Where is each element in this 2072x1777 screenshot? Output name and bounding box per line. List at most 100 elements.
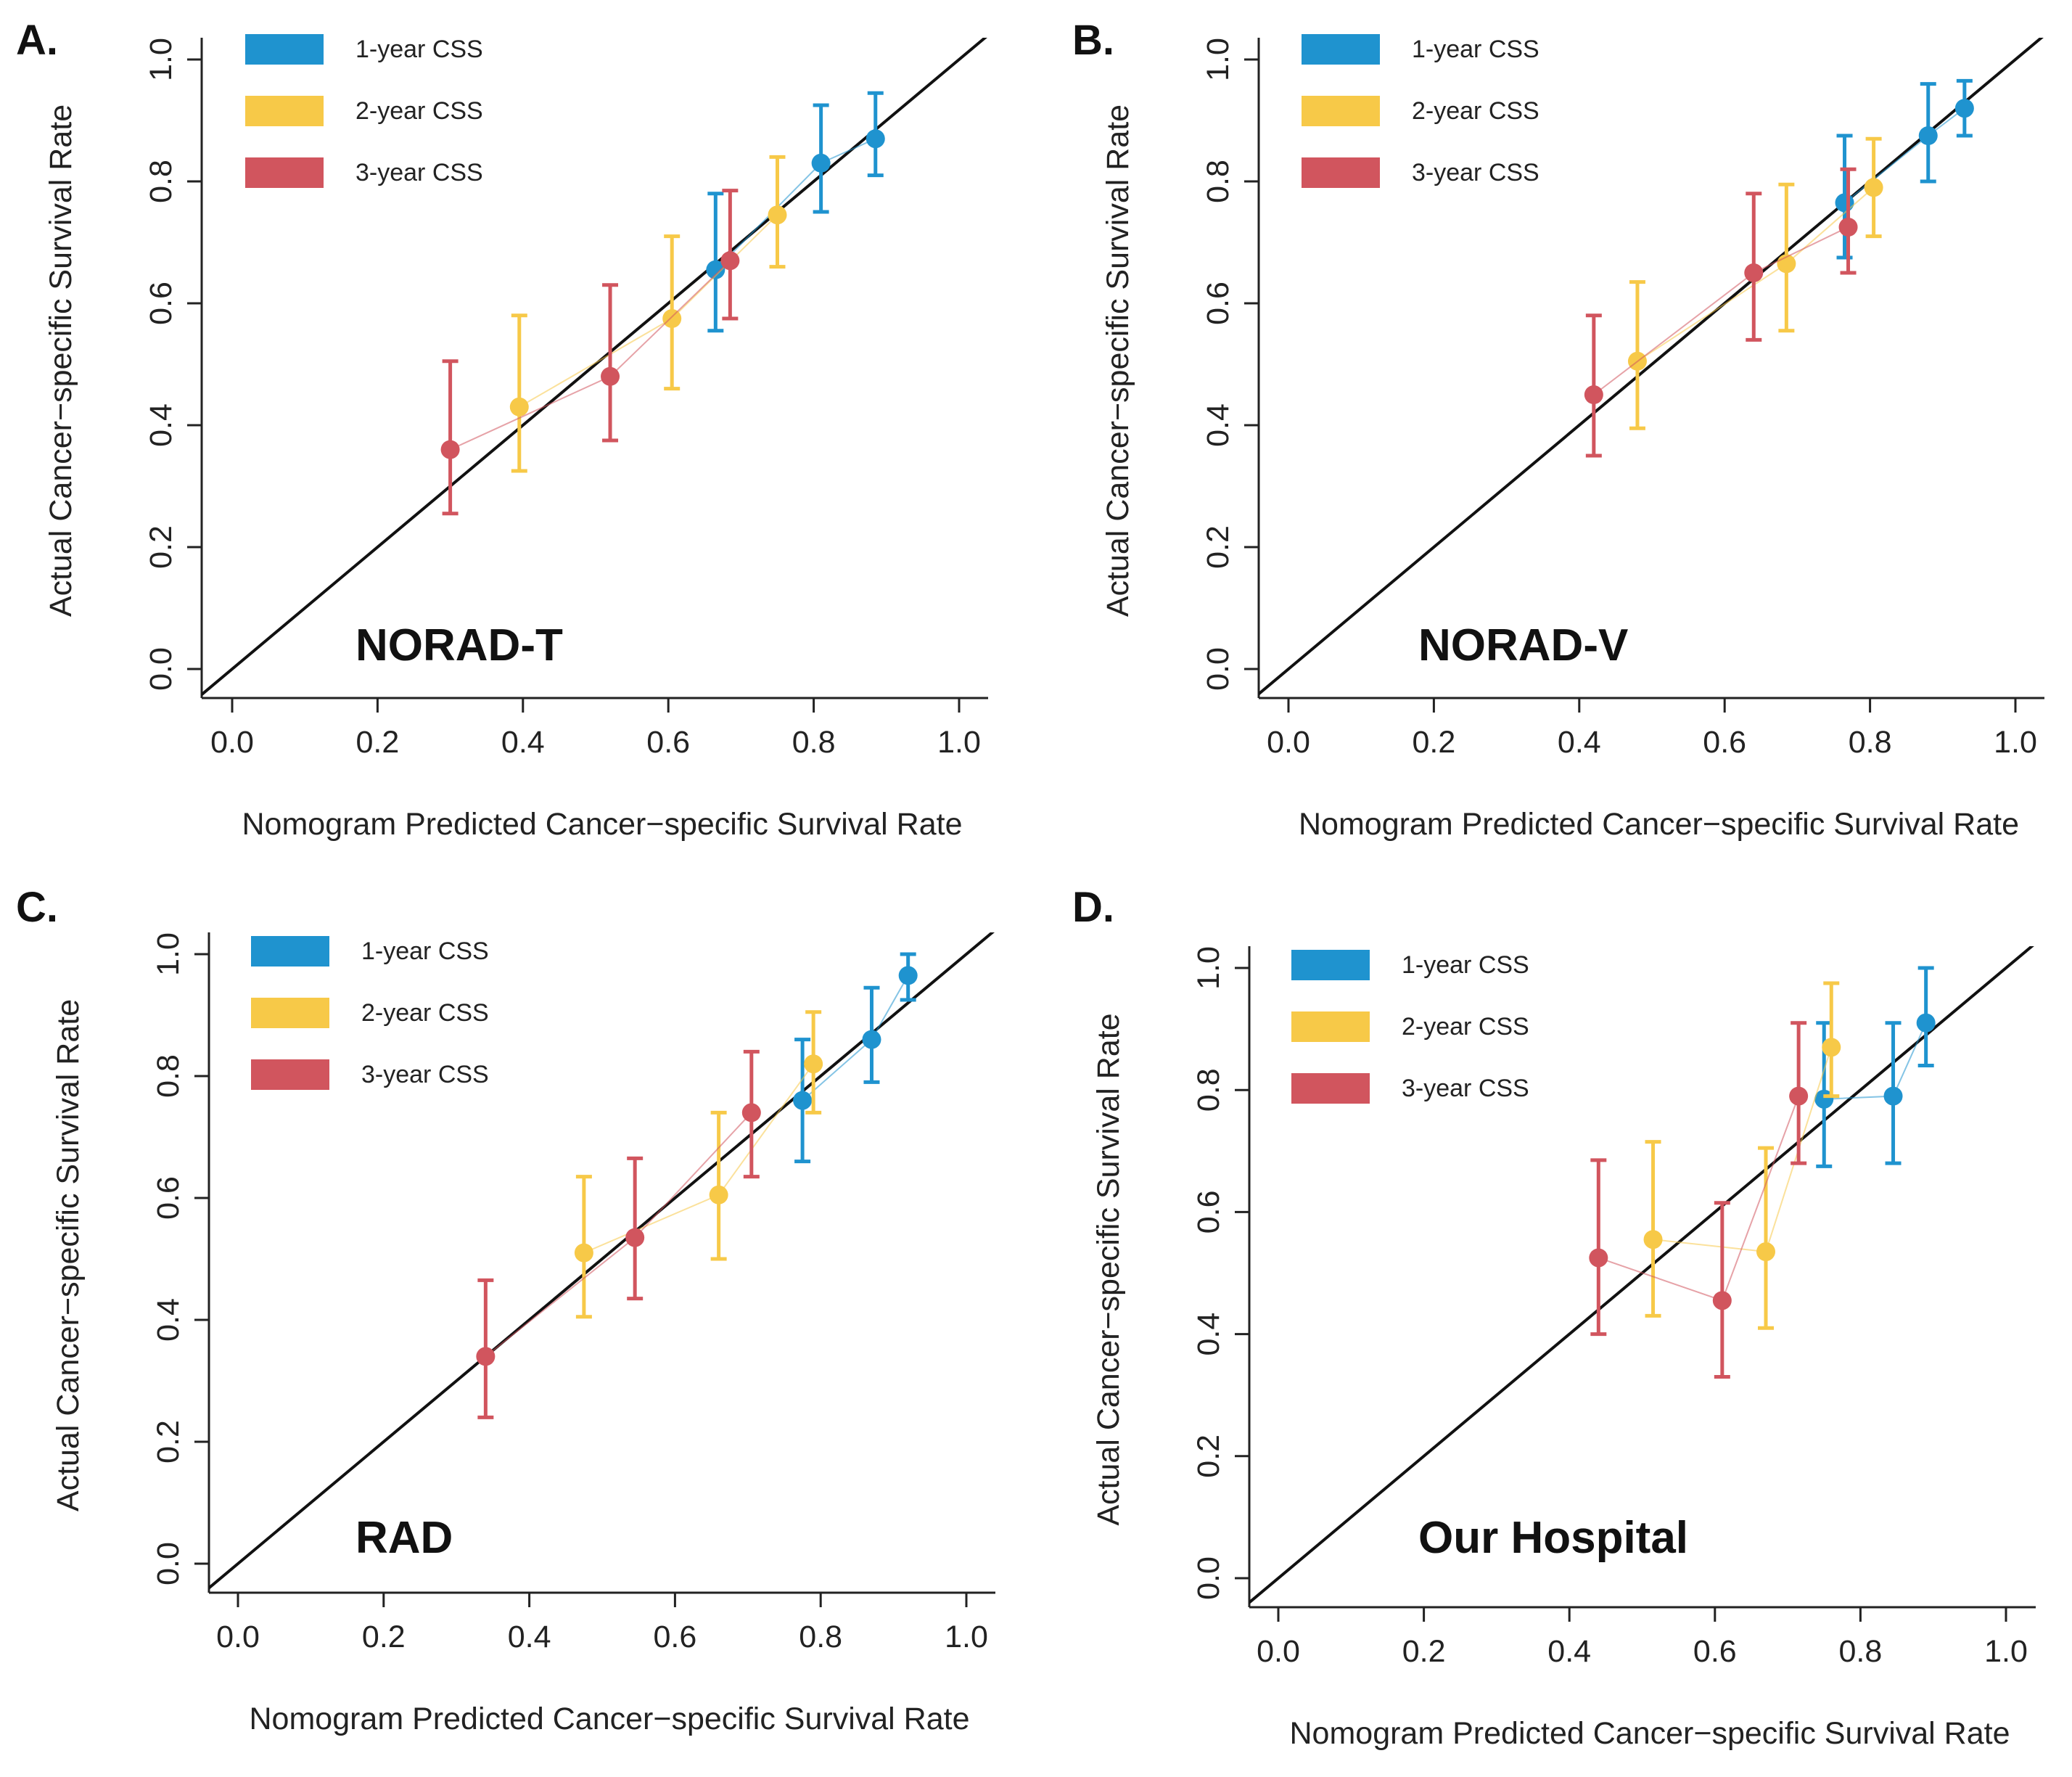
series-1-year-css bbox=[706, 91, 885, 333]
series-connector-line bbox=[583, 1063, 814, 1254]
x-axis-label: Nomogram Predicted Cancer−specific Survi… bbox=[250, 1702, 970, 1736]
legend-label-3-year-css: 3-year CSS bbox=[361, 1061, 489, 1088]
data-point bbox=[476, 1347, 496, 1366]
legend-swatch-3-year-css bbox=[251, 1059, 329, 1090]
y-tick-label: 0.0 bbox=[1201, 647, 1236, 691]
data-point bbox=[1712, 1291, 1732, 1310]
y-tick-label: 0.2 bbox=[151, 1420, 186, 1464]
y-tick-label: 0.8 bbox=[1201, 160, 1236, 203]
x-tick-label: 0.8 bbox=[799, 1620, 842, 1654]
x-tick-label: 1.0 bbox=[937, 725, 981, 760]
data-point bbox=[741, 1103, 761, 1123]
x-tick-label: 0.0 bbox=[216, 1620, 260, 1654]
x-tick-label: 0.4 bbox=[1558, 725, 1601, 760]
x-tick-label: 0.0 bbox=[1257, 1634, 1300, 1669]
y-tick-label: 0.4 bbox=[144, 403, 178, 447]
x-tick-label: 0.2 bbox=[1413, 725, 1456, 760]
series-2-year-css bbox=[574, 1010, 823, 1319]
series-3-year-css bbox=[1584, 167, 1858, 458]
reference-diagonal-line bbox=[202, 38, 987, 697]
series-connector-line bbox=[1653, 1047, 1833, 1253]
y-tick-label: 0.8 bbox=[1191, 1068, 1226, 1112]
x-tick-label: 0.0 bbox=[1267, 725, 1310, 760]
x-tick-label: 0.6 bbox=[1703, 725, 1746, 760]
data-point bbox=[625, 1228, 645, 1247]
series-connector-line bbox=[1593, 226, 1849, 395]
data-point bbox=[1589, 1248, 1608, 1268]
x-tick-label: 1.0 bbox=[1994, 725, 2037, 760]
data-point bbox=[509, 397, 529, 416]
data-point bbox=[1789, 1086, 1809, 1106]
y-tick-label: 0.4 bbox=[1201, 403, 1236, 447]
y-tick-label: 0.2 bbox=[1191, 1435, 1226, 1478]
y-axis-label: Actual Cancer−specific Survival Rate bbox=[51, 999, 86, 1511]
y-tick-label: 0.8 bbox=[144, 160, 178, 203]
panel-letter: C. bbox=[16, 884, 58, 931]
y-tick-label: 0.6 bbox=[151, 1176, 186, 1220]
panel-c: C. 0.0 0.2 0.4 0.6 0.8 1.0 0.0 0.2 0.4 0.6 0.8 1.0 No… bbox=[16, 884, 995, 1736]
x-tick-label: 0.2 bbox=[356, 725, 400, 760]
series-connector-line bbox=[450, 260, 731, 451]
x-tick-label: 0.6 bbox=[1693, 1634, 1737, 1669]
data-point bbox=[1864, 178, 1883, 197]
legend-label-1-year-css: 1-year CSS bbox=[355, 36, 483, 63]
data-point bbox=[440, 440, 460, 459]
data-point bbox=[1916, 1013, 1936, 1033]
x-tick-label: 0.4 bbox=[501, 725, 545, 760]
data-point bbox=[1643, 1230, 1663, 1249]
data-point bbox=[706, 260, 725, 279]
y-axis-label: Actual Cancer−specific Survival Rate bbox=[44, 104, 78, 617]
data-point bbox=[1918, 126, 1938, 145]
series-2-year-css bbox=[509, 155, 787, 473]
panel-d: D. 0.0 0.2 0.4 0.6 0.8 1.0 0.0 0.2 0.4 0.6 0.8 1.0 No… bbox=[1072, 884, 2036, 1751]
x-tick-label: 0.2 bbox=[1402, 1634, 1446, 1669]
legend-label-3-year-css: 3-year CSS bbox=[1402, 1075, 1529, 1102]
data-point bbox=[1883, 1086, 1903, 1106]
x-tick-label: 1.0 bbox=[1984, 1634, 2028, 1669]
legend-swatch-1-year-css bbox=[245, 34, 324, 65]
series-1-year-css bbox=[1835, 78, 1974, 260]
data-point bbox=[662, 309, 682, 328]
data-point bbox=[862, 1030, 881, 1049]
y-tick-label: 1.0 bbox=[144, 38, 178, 81]
x-tick-label: 1.0 bbox=[945, 1620, 988, 1654]
y-tick-label: 0.6 bbox=[1201, 282, 1236, 325]
legend-swatch-1-year-css bbox=[1302, 34, 1380, 65]
x-tick-label: 0.6 bbox=[654, 1620, 697, 1654]
cohort-label: NORAD-T bbox=[355, 620, 563, 670]
data-point bbox=[1822, 1038, 1841, 1057]
legend-swatch-3-year-css bbox=[1291, 1073, 1370, 1104]
x-axis-label: Nomogram Predicted Cancer−specific Survi… bbox=[1299, 807, 2019, 842]
data-point bbox=[1835, 193, 1854, 213]
panel-b: B. 0.0 0.2 0.4 0.6 0.8 1.0 0.0 0.2 0.4 0.6 0.8 1.0 No… bbox=[1072, 17, 2044, 842]
series-connector-line bbox=[1824, 1022, 1927, 1100]
y-tick-label: 0.0 bbox=[144, 647, 178, 691]
y-tick-label: 0.8 bbox=[151, 1054, 186, 1098]
x-tick-label: 0.8 bbox=[792, 725, 836, 760]
series-connector-line bbox=[715, 138, 876, 271]
series-connector-line bbox=[1598, 1096, 1800, 1302]
series-3-year-css bbox=[476, 1049, 761, 1419]
data-point bbox=[1954, 99, 1974, 118]
x-axis-label: Nomogram Predicted Cancer−specific Survi… bbox=[1290, 1716, 2010, 1751]
y-tick-label: 0.0 bbox=[151, 1542, 186, 1585]
y-tick-label: 0.4 bbox=[151, 1298, 186, 1342]
panel-letter: B. bbox=[1072, 17, 1114, 64]
x-tick-label: 0.4 bbox=[1547, 1634, 1591, 1669]
y-tick-label: 0.0 bbox=[1191, 1556, 1226, 1600]
y-tick-label: 1.0 bbox=[1201, 38, 1236, 81]
legend-label-2-year-css: 2-year CSS bbox=[1402, 1013, 1529, 1041]
series-2-year-css bbox=[1643, 981, 1841, 1330]
y-tick-label: 0.2 bbox=[1201, 525, 1236, 569]
data-point bbox=[898, 966, 918, 985]
data-point bbox=[793, 1091, 813, 1110]
reference-diagonal-line bbox=[209, 932, 995, 1591]
data-point bbox=[1756, 1242, 1776, 1262]
legend-swatch-2-year-css bbox=[1302, 96, 1380, 126]
legend-label-2-year-css: 2-year CSS bbox=[361, 999, 489, 1027]
data-point bbox=[804, 1054, 823, 1074]
series-3-year-css bbox=[1589, 1021, 1809, 1379]
series-connector-line bbox=[1843, 107, 1965, 204]
panel-letter: D. bbox=[1072, 884, 1114, 931]
